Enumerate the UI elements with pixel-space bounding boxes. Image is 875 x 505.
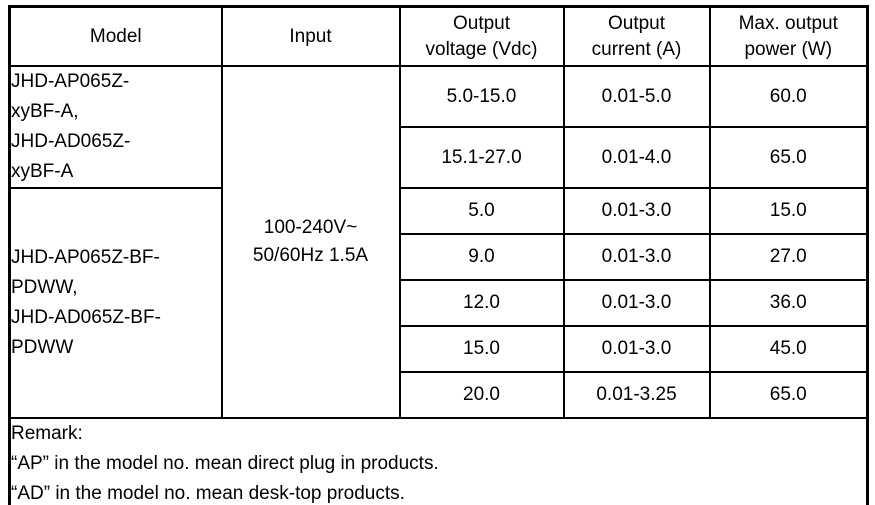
column-header-max-power-line2: power (W) [744,38,833,60]
remark-line2: “AD” in the model no. mean desk-top prod… [11,483,405,504]
power-cell: 27.0 [708,233,869,281]
current-cell: 0.01-3.0 [562,233,711,281]
current-cell: 0.01-4.0 [562,126,711,189]
model-group-1-line3: JHD-AD065Z- [11,131,131,152]
column-header-input: Input [220,5,401,67]
voltage-cell: 5.0-15.0 [398,65,565,128]
input-line2: 50/60Hz 1.5A [252,245,369,266]
model-group-2-line1: JHD-AP065Z-BF- [11,247,160,268]
column-header-max-power: Max. output power (W) [708,5,869,67]
voltage-cell: 20.0 [398,371,565,419]
column-header-input-label: Input [289,25,332,47]
table-row: 15.1-27.0 0.01-4.0 65.0 [10,126,869,189]
remark-line1: “AP” in the model no. mean direct plug i… [11,453,439,474]
remark-cell: Remark: “AP” in the model no. mean direc… [8,417,869,505]
table-row: 15.0 0.01-3.0 45.0 [10,325,869,373]
model-group-2-line2: PDWW, [11,277,78,298]
spec-table: Model Input Output voltage (Vdc) Output … [8,5,869,505]
power-cell: 36.0 [708,279,869,327]
column-header-model-label: Model [89,25,142,47]
current-cell: 0.01-3.0 [562,325,711,373]
model-group-1-line4: xyBF-A [11,161,74,182]
model-group-1-cell: JHD-AP065Z- xyBF-A, JHD-AD065Z- xyBF-A [8,65,223,189]
column-header-output-voltage-line1: Output [452,12,511,34]
model-group-1-line2: xyBF-A, [11,101,79,122]
input-cell: 100-240V~ 50/60Hz 1.5A [220,65,401,419]
header-row: Model Input Output voltage (Vdc) Output … [8,5,869,67]
column-header-output-voltage-line2: voltage (Vdc) [425,38,538,60]
power-cell: 65.0 [708,126,869,189]
current-cell: 0.01-3.0 [562,279,711,327]
table-row: 9.0 0.01-3.0 27.0 [10,233,869,281]
column-header-output-current-line1: Output [607,12,666,34]
power-cell: 45.0 [708,325,869,373]
current-cell: 0.01-5.0 [562,65,711,128]
power-cell: 60.0 [708,65,869,128]
model-group-2-cell: JHD-AP065Z-BF- PDWW, JHD-AD065Z-BF- PDWW [8,187,223,419]
table-row: 20.0 0.01-3.25 65.0 [10,371,869,419]
column-header-output-voltage: Output voltage (Vdc) [398,5,565,67]
remark-title: Remark: [11,423,83,444]
remark-row: Remark: “AP” in the model no. mean direc… [8,417,869,505]
input-line1: 100-240V~ [263,217,358,238]
column-header-model: Model [8,5,223,67]
voltage-cell: 12.0 [398,279,565,327]
column-header-max-power-line1: Max. output [738,12,838,34]
model-group-2-line4: PDWW [11,337,74,358]
table-row: 12.0 0.01-3.0 36.0 [10,279,869,327]
voltage-cell: 15.1-27.0 [398,126,565,189]
table-row: JHD-AP065Z-BF- PDWW, JHD-AD065Z-BF- PDWW… [8,187,869,419]
column-header-output-current-line2: current (A) [591,38,682,60]
voltage-cell: 9.0 [398,233,565,281]
model-group-2-line3: JHD-AD065Z-BF- [11,307,161,328]
column-header-output-current: Output current (A) [562,5,711,67]
voltage-cell: 15.0 [398,325,565,373]
voltage-cell: 5.0 [398,187,565,235]
current-cell: 0.01-3.25 [562,371,711,419]
model-group-1-line1: JHD-AP065Z- [11,71,130,92]
table-row: JHD-AP065Z- xyBF-A, JHD-AD065Z- xyBF-A 1… [8,65,869,419]
current-cell: 0.01-3.0 [562,187,711,235]
power-cell: 65.0 [708,371,869,419]
power-cell: 15.0 [708,187,869,235]
